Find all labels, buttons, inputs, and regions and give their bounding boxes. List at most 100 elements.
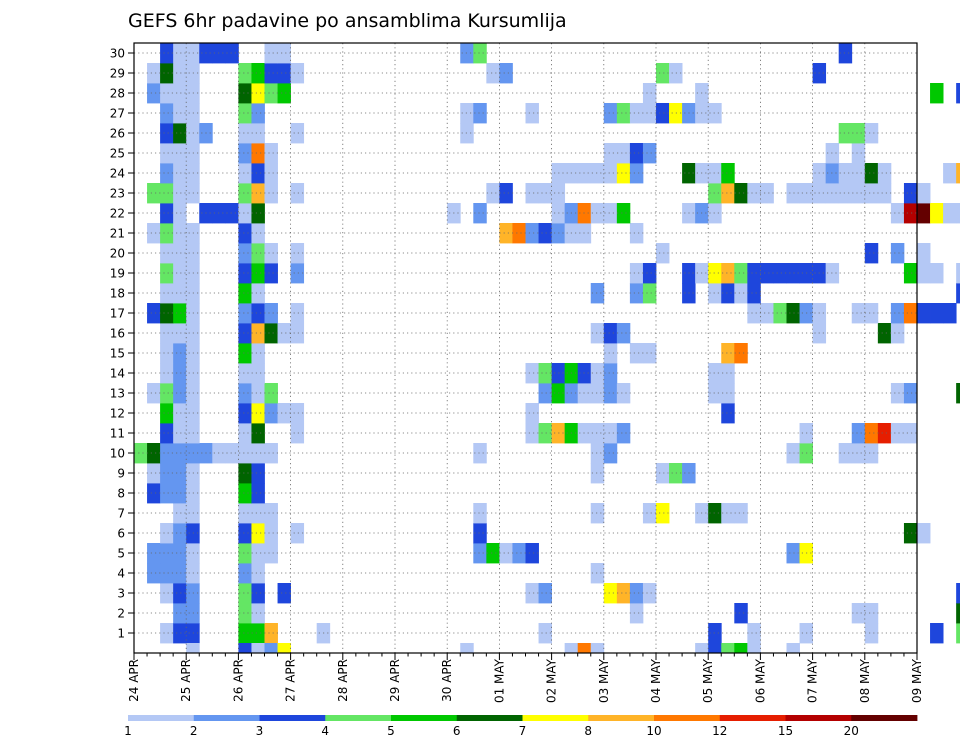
heatmap-cell-member-19-step-50 — [786, 263, 800, 284]
x-tick-label: 07 MAY — [806, 658, 820, 703]
heatmap-cell-member-3-step-37 — [616, 583, 631, 604]
heatmap-cell-member-24-step-10 — [264, 163, 278, 184]
heatmap-cell-member-10-step-50 — [786, 443, 800, 464]
y-tick-label: 15 — [110, 347, 125, 361]
heatmap-cell-member-19-step-49 — [773, 263, 787, 284]
heatmap-cell-member-9-step-2 — [160, 463, 174, 484]
heatmap-cell-member-15-step-38 — [629, 343, 644, 364]
heatmap-cell-bottom-step-45 — [721, 643, 735, 653]
heatmap-cell-member-22-step-61 — [930, 203, 944, 224]
heatmap-cell-member-15-step-45 — [721, 343, 735, 364]
heatmap-cell-member-19-step-3 — [173, 263, 187, 284]
heatmap-cell-member-1-step-2 — [160, 623, 174, 644]
heatmap-cell-member-22-step-44 — [708, 203, 722, 224]
heatmap-cell-member-12-step-11 — [277, 403, 291, 424]
heatmap-cell-member-2-step-9 — [251, 603, 265, 624]
heatmap-cell-member-3-step-11 — [277, 583, 291, 604]
legend: 1 2 3 4 5 6 7 8 10 12 15 20 — [124, 715, 918, 738]
heatmap-cell-member-19-step-48 — [760, 263, 774, 284]
heatmap-cell-member-17-step-55 — [851, 303, 866, 324]
grid-lines — [134, 43, 917, 653]
heatmap-cell-member-27-step-30 — [525, 103, 539, 124]
heatmap-cell-member-17-step-61 — [930, 303, 944, 324]
heatmap-cell-member-14-step-44 — [708, 363, 722, 384]
heatmap-cell-member-26-step-54 — [838, 123, 853, 144]
x-tick-label: 25 APR — [179, 659, 193, 702]
heatmap-cell-member-23-step-46 — [734, 183, 748, 204]
heatmap-cell-bottom-step-25 — [460, 643, 474, 653]
heatmap-cell-bottom-step-4 — [186, 643, 200, 653]
legend-threshold-label: 3 — [256, 724, 264, 738]
heatmap-cell-member-2-step-63 — [956, 603, 960, 624]
heatmap-cell-member-26-step-3 — [173, 123, 187, 144]
heatmap-cell-member-15-step-3 — [173, 343, 187, 364]
heatmap-cell-member-13-step-2 — [160, 383, 174, 404]
x-tick-label: 27 APR — [284, 659, 298, 702]
heatmap-cell-member-8-step-3 — [173, 483, 187, 504]
heatmap-cell-member-23-step-45 — [721, 183, 735, 204]
heatmap-cell-member-13-step-58 — [890, 383, 905, 404]
heatmap-cell-member-17-step-48 — [760, 303, 774, 324]
heatmap-cell-member-3-step-36 — [603, 583, 618, 604]
heatmap-cell-member-5-step-2 — [160, 543, 174, 564]
heatmap-cell-member-13-step-59 — [903, 383, 918, 404]
heatmap-cell-member-23-step-31 — [538, 183, 552, 204]
heatmap-cell-member-24-step-56 — [864, 163, 879, 184]
legend-color-swatch — [522, 715, 589, 721]
legend-threshold-label: 6 — [453, 724, 461, 738]
y-tick-label: 2 — [117, 607, 125, 621]
legend-color-swatch — [785, 715, 852, 721]
heatmap-cell-member-13-step-1 — [147, 383, 161, 404]
heatmap-cell-member-7-step-46 — [734, 503, 748, 524]
heatmap-cell-member-29-step-8 — [238, 63, 252, 84]
y-tick-label: 30 — [110, 47, 125, 61]
heatmap-cell-member-20-step-56 — [864, 243, 879, 264]
y-axis: 1234567891011121314151617181920212223242… — [110, 47, 134, 641]
heatmap-cell-member-17-step-2 — [160, 303, 174, 324]
heatmap-cell-member-19-step-61 — [930, 263, 944, 284]
x-tick-label: 04 MAY — [649, 658, 663, 703]
heatmap-cell-member-25-step-55 — [851, 143, 866, 164]
heatmap-cell-member-18-step-44 — [708, 283, 722, 304]
heatmap-cell-bottom-step-46 — [734, 643, 748, 653]
y-tick-label: 4 — [117, 567, 125, 581]
heatmap-cell-member-10-step-7 — [225, 443, 239, 464]
heatmap-cell-member-5-step-29 — [512, 543, 526, 564]
heatmap-cell-member-16-step-11 — [277, 323, 291, 344]
heatmap-cell-member-13-step-8 — [238, 383, 252, 404]
heatmap-cell-member-10-step-26 — [473, 443, 487, 464]
heatmap-cell-bottom-step-8 — [238, 643, 252, 653]
y-tick-label: 5 — [117, 547, 125, 561]
heatmap-cell-member-16-step-12 — [290, 323, 305, 344]
heatmap-cell-member-23-step-2 — [160, 183, 174, 204]
y-tick-label: 18 — [110, 287, 125, 301]
heatmap-cell-member-21-step-1 — [147, 223, 161, 244]
heatmap-cell-member-11-step-37 — [616, 423, 631, 444]
heatmap-cell-member-1-step-3 — [173, 623, 187, 644]
heatmap-cell-member-10-step-35 — [590, 443, 605, 464]
heatmap-cell-member-27-step-8 — [238, 103, 252, 124]
x-tick-label: 09 MAY — [910, 658, 924, 703]
heatmap-cell-member-4-step-1 — [147, 563, 161, 584]
heatmap-cell-member-29-step-28 — [499, 63, 513, 84]
heatmap-cell-member-5-step-26 — [473, 543, 487, 564]
heatmap-cell-member-26-step-56 — [864, 123, 879, 144]
heatmap-cell-member-17-step-1 — [147, 303, 161, 324]
heatmap-cell-member-5-step-28 — [499, 543, 513, 564]
heatmap-cell-member-29-step-1 — [147, 63, 161, 84]
heatmap-cell-member-22-step-60 — [917, 203, 931, 224]
x-tick-label: 03 MAY — [597, 658, 611, 703]
heatmap-cell-member-28-step-3 — [173, 83, 187, 104]
heatmap-cell-member-10-step-9 — [251, 443, 265, 464]
legend-color-swatch — [259, 715, 326, 721]
heatmap-cell-member-24-step-38 — [629, 163, 644, 184]
heatmap-cell-member-15-step-46 — [734, 343, 748, 364]
heatmap-cell-member-1-step-47 — [747, 623, 761, 644]
heatmap-cell-member-29-step-41 — [669, 63, 683, 84]
heatmap-cell-member-24-step-63 — [956, 163, 960, 184]
x-tick-label: 05 MAY — [701, 658, 715, 703]
heatmap-cell-member-23-step-47 — [747, 183, 761, 204]
x-tick-label: 28 APR — [336, 659, 350, 702]
heatmap-cell-member-7-step-3 — [173, 503, 187, 524]
heatmap-cell-member-17-step-62 — [943, 303, 957, 324]
